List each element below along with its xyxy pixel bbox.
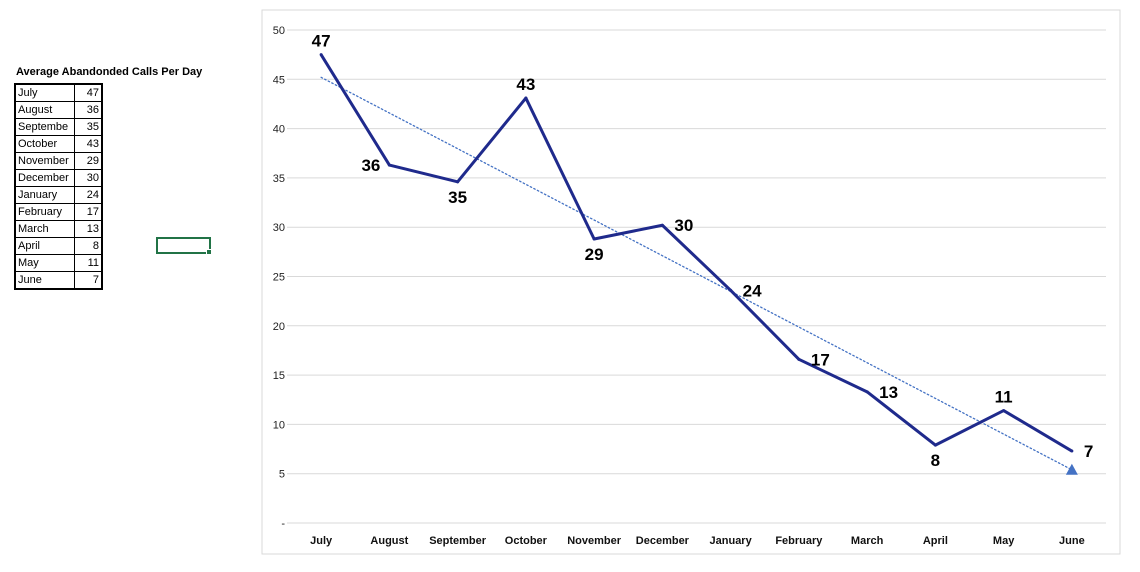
x-tick-label: December <box>636 535 690 547</box>
data-point <box>729 288 733 292</box>
trendline-end-marker <box>1065 463 1078 475</box>
data-label: 13 <box>879 383 898 402</box>
x-tick-label: February <box>775 535 823 547</box>
data-point <box>660 223 664 227</box>
x-tick-label: August <box>370 535 408 547</box>
data-point <box>319 53 323 57</box>
data-point <box>865 390 869 394</box>
table-row: May 11 <box>14 254 103 272</box>
value-cell[interactable]: 11 <box>74 254 103 272</box>
x-tick-label: January <box>710 535 753 547</box>
data-label: 17 <box>811 350 830 369</box>
table-row: July 47 <box>14 83 103 102</box>
table-title: Average Abandonded Calls Per Day <box>16 66 203 78</box>
x-tick-label: April <box>923 535 948 547</box>
data-point <box>456 180 460 184</box>
data-point <box>592 237 596 241</box>
value-cell[interactable]: 36 <box>74 101 103 119</box>
data-point <box>1002 409 1006 413</box>
data-label: 24 <box>743 281 762 300</box>
selected-cell[interactable] <box>156 237 212 255</box>
x-tick-label: March <box>851 535 884 547</box>
data-label: 8 <box>931 451 940 470</box>
data-point <box>933 443 937 447</box>
value-cell[interactable]: 8 <box>74 237 103 255</box>
fill-handle[interactable] <box>206 249 212 255</box>
data-label: 47 <box>312 32 331 51</box>
month-cell[interactable]: June <box>14 271 75 290</box>
data-label: 43 <box>516 75 535 94</box>
month-cell[interactable]: October <box>14 135 75 153</box>
value-cell[interactable]: 30 <box>74 169 103 187</box>
table-row: Septembe 35 <box>14 118 103 136</box>
month-cell[interactable]: April <box>14 237 75 255</box>
table-row: February 17 <box>14 203 103 221</box>
x-tick-label: May <box>993 535 1015 547</box>
month-cell[interactable]: March <box>14 220 75 238</box>
table-row: June 7 <box>14 271 103 290</box>
table-row: March 13 <box>14 220 103 238</box>
x-tick-label: June <box>1059 535 1085 547</box>
series-line <box>319 53 1073 453</box>
y-tick-label: 50 <box>273 25 285 37</box>
y-tick-label: 40 <box>273 124 285 136</box>
x-tick-label: July <box>310 535 333 547</box>
x-tick-label: October <box>505 535 548 547</box>
data-point <box>524 96 528 100</box>
y-tick-label: 15 <box>273 370 285 382</box>
data-label: 11 <box>995 388 1013 407</box>
data-label: 30 <box>674 216 693 235</box>
y-tick-label: 30 <box>273 222 285 234</box>
table-row: April 8 <box>14 237 103 255</box>
chart-area-border <box>261 9 1121 555</box>
x-tick-label: September <box>429 535 487 547</box>
y-tick-label: 25 <box>273 272 285 284</box>
month-cell[interactable]: Septembe <box>14 118 75 136</box>
data-point <box>797 357 801 361</box>
month-cell[interactable]: February <box>14 203 75 221</box>
data-point <box>387 163 391 167</box>
data-label: 29 <box>585 245 604 264</box>
value-cell[interactable]: 7 <box>74 271 103 290</box>
y-tick-label: 10 <box>273 419 285 431</box>
trendline <box>320 76 1073 471</box>
y-tick-label: 20 <box>273 321 285 333</box>
data-label: 35 <box>448 188 467 207</box>
data-label: 7 <box>1084 442 1093 461</box>
month-cell[interactable]: May <box>14 254 75 272</box>
y-tick-label: 35 <box>273 173 285 185</box>
y-tick-label: 5 <box>279 469 285 481</box>
data-point <box>1070 449 1074 453</box>
y-tick-label: 45 <box>273 74 285 86</box>
x-tick-label: November <box>567 535 622 547</box>
table-row: October 43 <box>14 135 103 153</box>
data-label: 36 <box>361 156 380 175</box>
data-table: July 47 August 36 Septembe 35 October 43 Novembe… <box>14 83 103 290</box>
y-tick-label: - <box>281 518 285 530</box>
value-cell[interactable]: 24 <box>74 186 103 204</box>
